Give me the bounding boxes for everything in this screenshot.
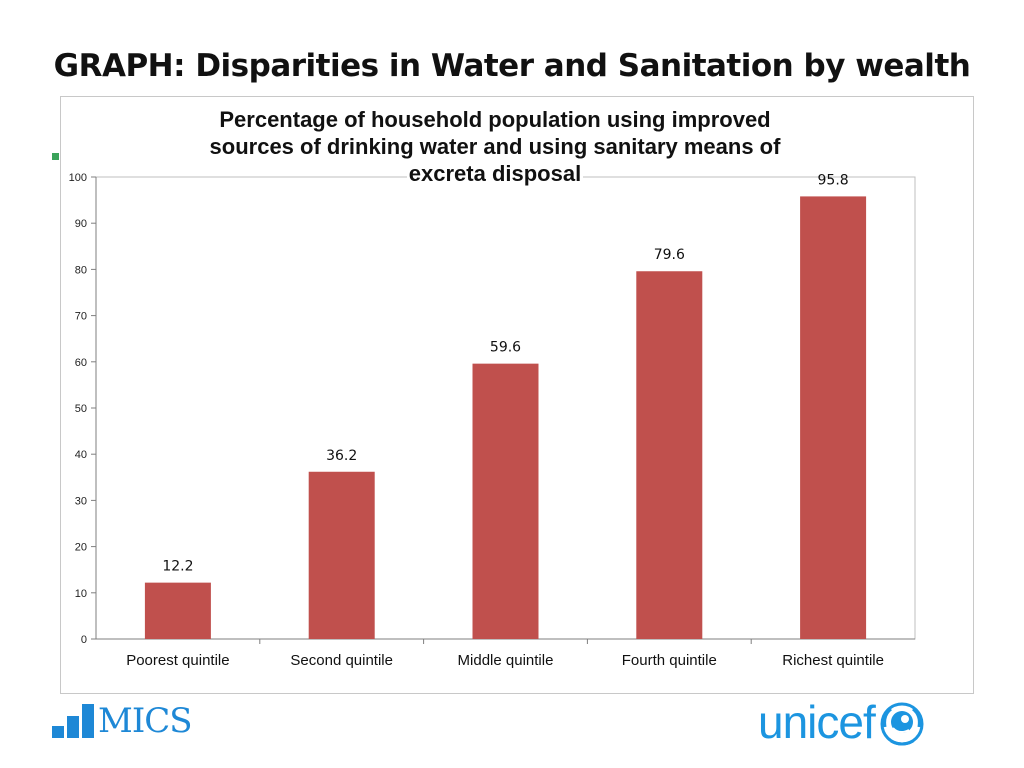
x-category-label: Second quintile (290, 652, 393, 669)
bar (636, 271, 703, 639)
unicef-logo-text: unicef (758, 696, 876, 748)
y-tick-label: 20 (75, 542, 87, 554)
bar-value-label: 36.2 (326, 448, 357, 464)
y-tick-label: 0 (81, 634, 87, 646)
y-tick-label: 100 (69, 172, 87, 184)
x-category-label: Richest quintile (782, 652, 884, 669)
y-tick-label: 80 (75, 264, 87, 276)
bar (308, 471, 375, 639)
x-category-label: Middle quintile (458, 652, 554, 669)
bullet-marker (52, 153, 59, 160)
bar (800, 196, 867, 640)
mics-logo-text: MICS (98, 701, 193, 741)
chart-title-line-2: sources of drinking water and using sani… (207, 134, 783, 159)
unicef-logo: unicef (758, 694, 925, 750)
y-tick-label: 40 (75, 449, 87, 461)
x-category-label: Fourth quintile (622, 652, 717, 669)
bar-value-label: 12.2 (162, 559, 193, 575)
y-tick-label: 70 (75, 311, 87, 323)
slide-title: GRAPH: Disparities in Water and Sanitati… (53, 48, 971, 84)
y-tick-label: 90 (75, 218, 87, 230)
bar-value-label: 79.6 (654, 247, 685, 263)
mics-bars-icon (52, 704, 94, 738)
chart-title-line-3: excreta disposal (406, 161, 584, 186)
bar (144, 582, 211, 639)
bar-value-label: 95.8 (818, 172, 849, 188)
chart-title-line-1: Percentage of household population using… (217, 107, 773, 132)
y-tick-label: 30 (75, 495, 87, 507)
bar-value-label: 59.6 (490, 340, 521, 356)
x-category-label: Poorest quintile (126, 652, 229, 669)
y-tick-label: 60 (75, 357, 87, 369)
y-tick-label: 10 (75, 588, 87, 600)
bar (472, 363, 539, 639)
chart-title: Percentage of household population using… (125, 106, 865, 187)
unicef-emblem-icon (880, 702, 924, 746)
mics-logo: MICS (52, 698, 193, 741)
y-tick-label: 50 (75, 403, 87, 415)
